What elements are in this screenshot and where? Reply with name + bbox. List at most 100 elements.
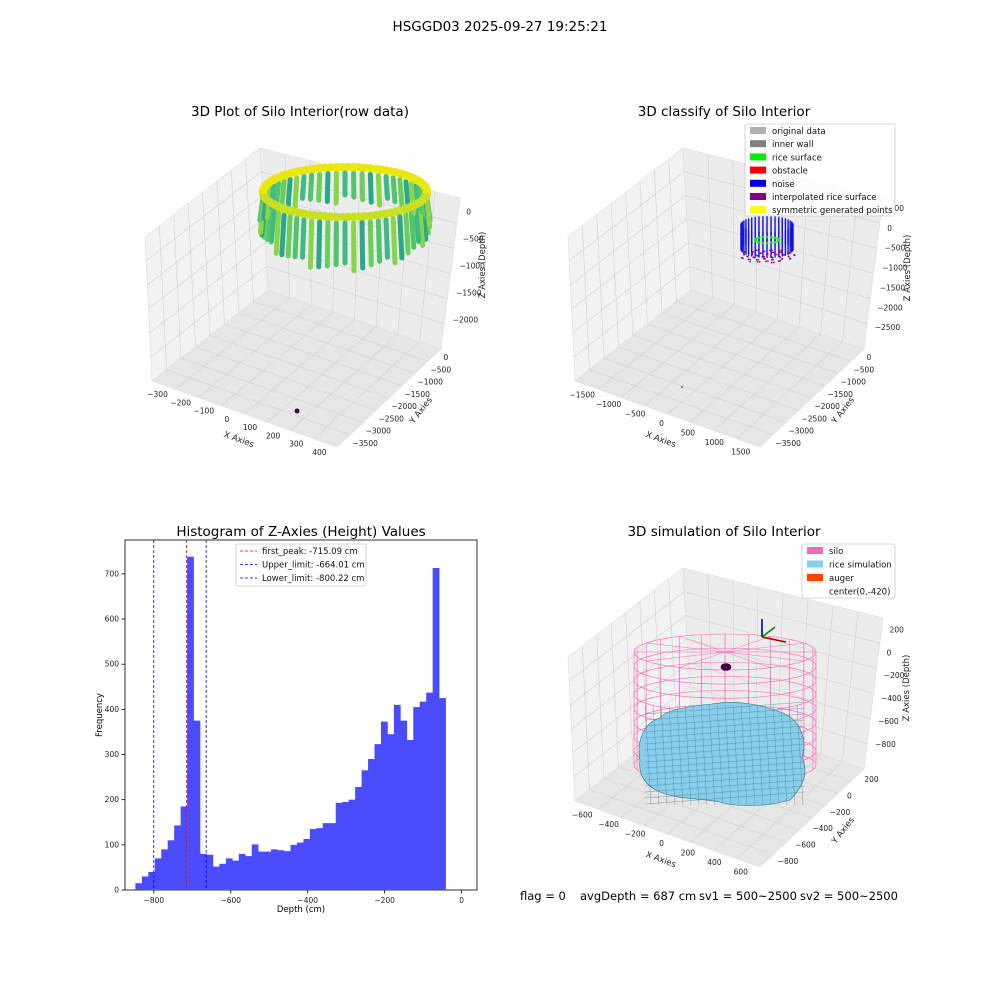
histogram-bar <box>374 744 382 890</box>
rice-mesh-line <box>668 704 676 806</box>
histogram-bar <box>355 787 362 890</box>
rice-surface-point <box>776 239 780 243</box>
histogram-bar <box>329 823 337 890</box>
silo-spoke <box>724 651 771 668</box>
rice-surface-point <box>765 235 769 239</box>
classify-panel-title: 3D classify of Silo Interior <box>638 104 811 120</box>
depth-streak <box>367 171 374 205</box>
z-tick-label: 0 <box>466 207 471 216</box>
histogram-bar <box>342 801 349 890</box>
histogram-bar <box>271 849 278 890</box>
y-tick-label: −200 <box>830 808 851 817</box>
rice-surface-point <box>774 236 777 240</box>
depth-streak <box>359 219 366 271</box>
z-tick-label: −200 <box>884 671 905 680</box>
depth-streak <box>403 212 411 256</box>
interpolated-point <box>774 253 777 256</box>
y-tick-label: 0 <box>847 792 852 801</box>
interpolated-point <box>753 256 756 259</box>
depth-streak <box>324 171 331 205</box>
interpolated-point <box>755 249 758 252</box>
interpolated-point <box>786 252 789 254</box>
x-tick-label: 0 <box>225 415 230 424</box>
rice-mesh-line <box>644 779 806 793</box>
z-tick-label: −2000 <box>453 315 479 324</box>
simulation-3d-panel: 3D simulation of Silo Interior −600−400−… <box>567 524 912 876</box>
rice-mesh-line <box>796 704 804 806</box>
wall-grid-line <box>568 591 685 682</box>
x-tick-label: 1500 <box>731 447 750 456</box>
silo-spoke <box>724 651 804 662</box>
interpolated-point <box>782 253 784 256</box>
y-tick-label: −2500 <box>802 414 828 423</box>
raw-axis-ticks: −300−200−10001002003004000−500−1000−1500… <box>147 207 485 456</box>
floor-grid-line <box>676 301 852 362</box>
floor-grid-line <box>238 312 416 374</box>
depth-streak <box>300 173 307 201</box>
x-tick-label: 0 <box>659 839 664 848</box>
rice-surface-point <box>774 240 777 244</box>
rice-surface-point <box>770 235 773 239</box>
histogram-bar <box>238 853 246 890</box>
histogram-bar <box>322 823 330 890</box>
histogram-title: Histogram of Z-Axies (Height) Values <box>176 524 425 540</box>
y-tick-label: −3500 <box>353 439 379 448</box>
z-tick-label: −500 <box>463 234 484 243</box>
interpolated-point <box>770 261 773 264</box>
interpolated-point <box>751 253 754 256</box>
legend-swatch <box>750 127 766 134</box>
interpolated-point <box>743 253 745 256</box>
histogram-bar <box>406 740 414 890</box>
histogram-bar <box>400 720 408 890</box>
interpolated-point <box>763 250 766 253</box>
wall-grid-line <box>148 218 265 310</box>
legend-label: rice simulation <box>829 561 892 571</box>
histogram-bar <box>413 707 421 890</box>
histogram-bar <box>135 883 143 890</box>
depth-streak <box>324 219 331 269</box>
rice-mesh-line <box>644 707 806 721</box>
legend-swatch <box>750 206 766 214</box>
simulation-z-axis-label: Z Axies (Depth) <box>902 655 912 722</box>
histogram-bar <box>387 734 395 890</box>
raw-panel-title: 3D Plot of Silo Interior(row data) <box>191 104 409 120</box>
wall-grid-line <box>572 662 689 754</box>
rice-mesh-line <box>644 743 806 757</box>
classify-z-axis-label: Z Axies (Depth) <box>903 235 913 302</box>
legend-label: interpolated rice surface <box>772 193 877 203</box>
x-tick-label: 600 <box>734 867 749 876</box>
interpolated-point <box>762 250 764 253</box>
depth-streak <box>397 176 405 208</box>
figure-suptitle: HSGGD03 2025-09-27 19:25:21 <box>393 19 608 35</box>
rice-mesh-line <box>644 749 806 763</box>
legend-label: original data <box>772 127 826 137</box>
y-tick-label: −2500 <box>379 414 405 423</box>
interpolated-point <box>772 251 775 254</box>
interpolated-point <box>780 249 783 252</box>
interpolated-point <box>788 252 791 255</box>
histogram-bar <box>212 866 220 890</box>
floor-grid-line <box>209 335 390 399</box>
histogram-bar <box>393 704 401 890</box>
y-tick-label: −3000 <box>366 427 392 436</box>
depth-streak <box>279 178 287 210</box>
histogram-bar <box>193 720 201 890</box>
wall-grid-line <box>147 195 263 286</box>
rice-surface-point <box>770 241 773 245</box>
y-tick-label: −1500 <box>828 390 854 399</box>
depth-streak <box>307 218 315 270</box>
rice-mesh-line <box>644 767 806 781</box>
x-tick-label: −100 <box>194 407 215 416</box>
y-tick-label: −800 <box>778 857 799 866</box>
y-tick-label: −1500 <box>405 390 431 399</box>
legend-swatch <box>750 166 766 174</box>
y-tick-label: 0 <box>867 353 872 362</box>
x-tick-label: −600 <box>220 896 241 905</box>
rice-mesh-line <box>708 704 716 806</box>
depth-streak <box>383 173 390 201</box>
depth-streak <box>383 217 390 260</box>
depth-streak <box>268 208 277 244</box>
raw-z-axis-label: Z Axies (Depth) <box>478 232 488 299</box>
interpolated-point <box>759 252 762 255</box>
